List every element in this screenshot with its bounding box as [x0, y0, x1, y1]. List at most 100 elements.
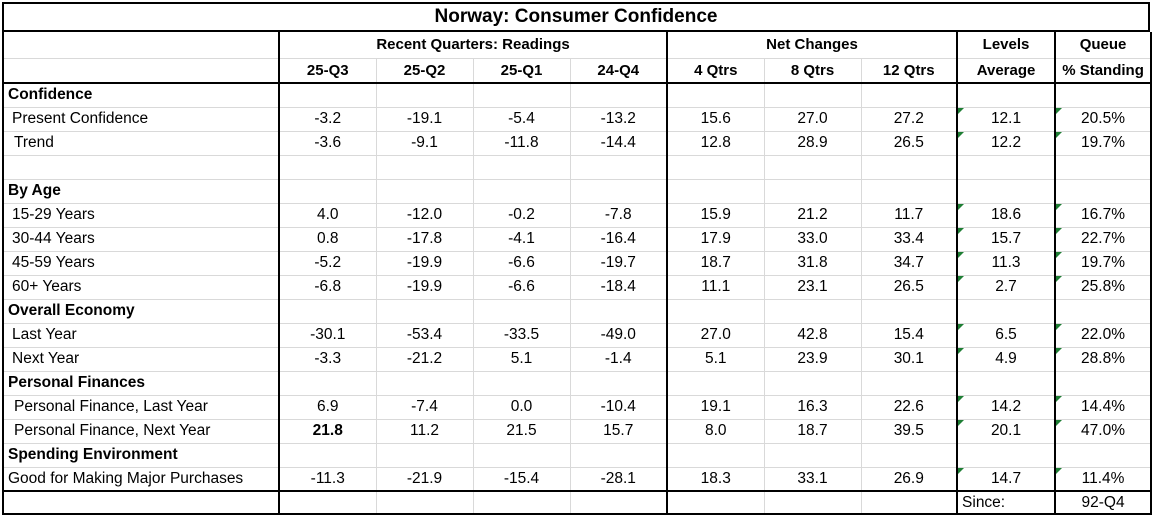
table-row: 30-44 Years 0.8 -17.8 -4.1 -16.4 17.9 33.0 33.4… — [2, 227, 1152, 252]
empty-cell — [1054, 155, 1152, 180]
data-cell: 20.1 — [956, 419, 1056, 444]
footer-row: Since: 92-Q4 — [2, 490, 1152, 515]
empty-cell — [376, 490, 474, 515]
data-cell: 4.9 — [956, 347, 1056, 372]
empty-cell — [666, 155, 765, 180]
data-cell: 6.9 — [278, 395, 377, 420]
empty-cell — [666, 179, 765, 204]
table-row: 45-59 Years -5.2 -19.9 -6.6 -19.7 18.7 31.8 34.… — [2, 251, 1152, 276]
data-cell: 0.8 — [278, 227, 377, 252]
empty-cell — [1054, 371, 1152, 396]
empty-cell — [570, 371, 668, 396]
section-row: Overall Economy — [2, 299, 1152, 324]
data-cell: 33.0 — [764, 227, 862, 252]
row-label: Present Confidence — [2, 107, 280, 132]
empty-cell — [473, 155, 571, 180]
data-cell: 26.5 — [861, 275, 958, 300]
data-cell: 18.7 — [764, 419, 862, 444]
col-header: 25-Q2 — [376, 58, 474, 84]
data-cell: 11.2 — [376, 419, 474, 444]
row-label: 45-59 Years — [2, 251, 280, 276]
row-label: Trend — [2, 131, 280, 156]
empty-cell — [956, 179, 1056, 204]
empty-cell — [1054, 443, 1152, 468]
data-cell: 33.1 — [764, 467, 862, 492]
data-cell: 21.2 — [764, 203, 862, 228]
data-cell: -6.8 — [278, 275, 377, 300]
empty-cell — [278, 155, 377, 180]
table-title: Norway: Consumer Confidence — [2, 2, 1150, 32]
section-row: Spending Environment — [2, 443, 1152, 468]
empty-cell — [764, 83, 862, 108]
data-cell: 12.8 — [666, 131, 765, 156]
spacer-row — [2, 155, 1152, 180]
data-cell: -3.6 — [278, 131, 377, 156]
col-header: % Standing — [1054, 58, 1152, 84]
data-cell: 18.6 — [956, 203, 1056, 228]
data-cell: 21.8 — [278, 419, 377, 444]
data-cell: -3.2 — [278, 107, 377, 132]
section-title: By Age — [2, 179, 280, 204]
data-cell: -7.8 — [570, 203, 668, 228]
table-row: 60+ Years -6.8 -19.9 -6.6 -18.4 11.1 23.1 26.5 2… — [2, 275, 1152, 300]
section-title: Spending Environment — [2, 443, 280, 468]
data-cell: 20.5% — [1054, 107, 1152, 132]
empty-cell — [570, 179, 668, 204]
empty-cell — [570, 443, 668, 468]
data-cell: -11.3 — [278, 467, 377, 492]
data-cell: 15.6 — [666, 107, 765, 132]
empty-cell — [861, 371, 958, 396]
data-cell: 15.7 — [570, 419, 668, 444]
data-cell: -13.2 — [570, 107, 668, 132]
empty-cell — [278, 371, 377, 396]
data-cell: 11.4% — [1054, 467, 1152, 492]
data-cell: 27.0 — [764, 107, 862, 132]
col-header: 8 Qtrs — [764, 58, 862, 84]
data-cell: 11.1 — [666, 275, 765, 300]
data-cell: 23.1 — [764, 275, 862, 300]
empty-cell — [861, 155, 958, 180]
empty-cell — [278, 299, 377, 324]
data-cell: 30.1 — [861, 347, 958, 372]
empty-cell — [764, 490, 862, 515]
row-label: Next Year — [2, 347, 280, 372]
data-cell: 15.7 — [956, 227, 1056, 252]
data-cell: -5.4 — [473, 107, 571, 132]
header-row-columns: 25-Q3 25-Q2 25-Q1 24-Q4 4 Qtrs 8 Qtrs 12… — [2, 58, 1152, 84]
empty-cell — [376, 83, 474, 108]
data-cell: 15.9 — [666, 203, 765, 228]
empty-cell — [956, 443, 1056, 468]
empty-cell — [861, 179, 958, 204]
data-cell: 47.0% — [1054, 419, 1152, 444]
data-cell: 18.3 — [666, 467, 765, 492]
data-cell: 26.9 — [861, 467, 958, 492]
data-cell: -30.1 — [278, 323, 377, 348]
data-cell: 11.3 — [956, 251, 1056, 276]
data-cell: -5.2 — [278, 251, 377, 276]
empty-cell — [278, 490, 377, 515]
data-cell: 28.8% — [1054, 347, 1152, 372]
data-cell: 22.6 — [861, 395, 958, 420]
table-row: Personal Finance, Next Year 21.8 11.2 21.5 1… — [2, 419, 1152, 444]
section-row: By Age — [2, 179, 1152, 204]
group-net-changes: Net Changes — [666, 32, 958, 59]
data-cell: 14.7 — [956, 467, 1056, 492]
data-cell: 22.0% — [1054, 323, 1152, 348]
section-title: Confidence — [2, 83, 280, 108]
row-label: Last Year — [2, 323, 280, 348]
data-cell: -49.0 — [570, 323, 668, 348]
row-label: Personal Finance, Next Year — [2, 419, 280, 444]
row-label: Personal Finance, Last Year — [2, 395, 280, 420]
empty-cell — [473, 299, 571, 324]
since-value: 92-Q4 — [1054, 490, 1152, 515]
row-label: 30-44 Years — [2, 227, 280, 252]
empty-cell — [376, 299, 474, 324]
data-cell: 12.2 — [956, 131, 1056, 156]
empty-cell — [473, 490, 571, 515]
empty-cell — [376, 443, 474, 468]
empty-cell — [956, 371, 1056, 396]
group-queue: Queue — [1054, 32, 1152, 59]
data-cell: 15.4 — [861, 323, 958, 348]
data-cell: -19.7 — [570, 251, 668, 276]
